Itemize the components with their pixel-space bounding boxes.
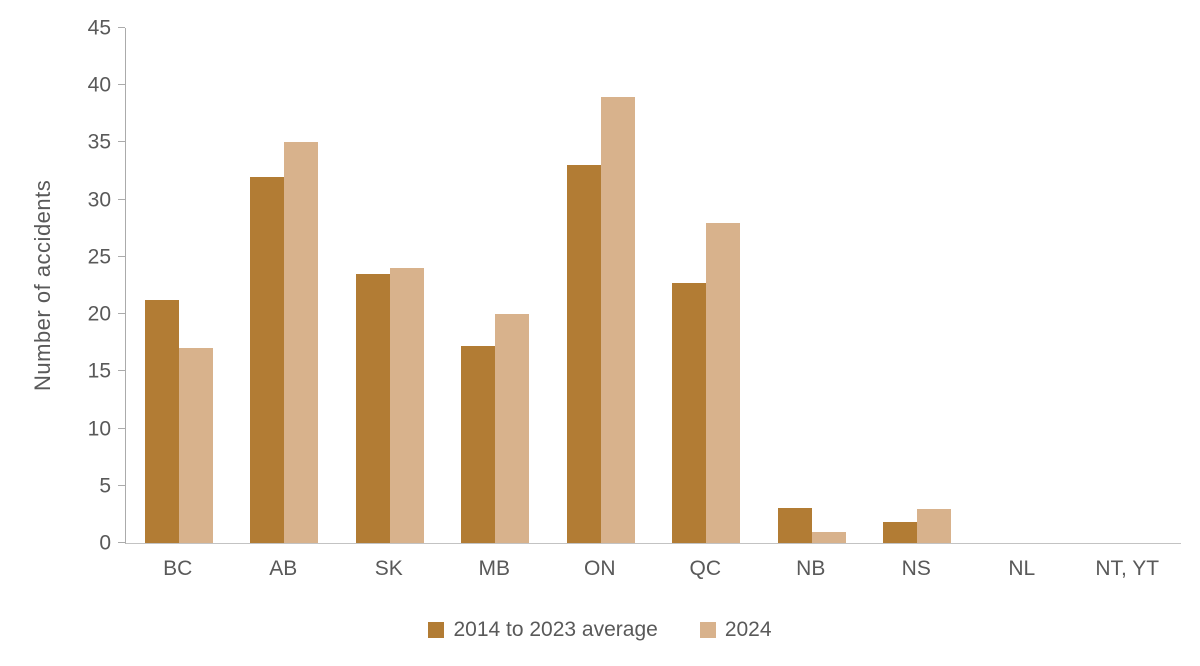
x-axis-label-sk: SK (374, 557, 403, 580)
bar-2014-to-2023-average-qc (672, 283, 707, 543)
bar-group-nb (759, 28, 865, 543)
x-axis-label-qc: QC (689, 557, 722, 580)
bar-2024-nb (811, 531, 846, 543)
y-axis-tick (118, 484, 125, 486)
y-axis-tick-label: 10 (87, 417, 111, 441)
bar-group-on (548, 28, 654, 543)
bar-2024-mb (495, 314, 530, 543)
bar-group-qc (654, 28, 760, 543)
y-axis-tick-label: 30 (87, 188, 111, 212)
y-axis-tick-label: 20 (87, 302, 111, 326)
y-axis-tick (118, 542, 125, 543)
bar-2024-on (600, 96, 635, 543)
y-axis-tick (118, 198, 125, 200)
x-axis-label-nb: NB (796, 557, 826, 580)
y-axis-tick-label: 25 (87, 245, 111, 269)
y-axis-tick-label: 45 (87, 16, 111, 40)
bar-group-sk (337, 28, 443, 543)
plot-area: 0 5 10 15 20 25 30 35 40 45 (88, 18, 1181, 554)
bar-2024-qc (706, 222, 741, 543)
y-axis-tick-label: 40 (87, 73, 111, 97)
bar-groups (126, 28, 1181, 543)
y-axis-tick-label: 15 (87, 359, 111, 383)
x-axis-labels: BC AB SK MB ON QC NB NS NL NT, YT (125, 557, 1180, 581)
bar-2014-to-2023-average-bc (144, 300, 179, 543)
bar-2014-to-2023-average-sk (355, 274, 390, 543)
x-axis-label-ns: NS (901, 557, 931, 580)
y-axis-tick-label: 0 (99, 531, 111, 555)
legend: 2014 to 2023 average 2024 (0, 618, 1200, 642)
bar-2014-to-2023-average-ab (250, 176, 285, 543)
y-axis-tick (118, 27, 125, 28)
y-axis-tick (118, 255, 125, 257)
x-axis-label-nt-yt: NT, YT (1095, 557, 1160, 580)
y-axis-tick (118, 84, 125, 86)
x-axis-label-nl: NL (1008, 557, 1036, 580)
bar-2024-bc (178, 348, 213, 543)
bar-2024-ns (917, 508, 952, 543)
legend-swatch-icon (699, 622, 716, 638)
bar-2014-to-2023-average-nb (777, 507, 812, 543)
y-axis-title: Number of accidents (30, 179, 55, 392)
bar-2014-to-2023-average-ns (883, 522, 918, 543)
legend-swatch-icon (428, 622, 445, 638)
bar-group-bc (126, 28, 232, 543)
y-axis-tick (118, 141, 125, 143)
y-axis-tick-label: 35 (87, 130, 111, 154)
bar-group-ns (865, 28, 971, 543)
bar-2024-sk (389, 268, 424, 543)
bar-group-nl (970, 28, 1076, 543)
bar-group-ab (232, 28, 338, 543)
y-axis-tick (118, 427, 125, 429)
bar-2014-to-2023-average-on (566, 165, 601, 543)
y-axis-tick (118, 313, 125, 315)
legend-item-2014-to-2023-average: 2014 to 2023 average (428, 618, 658, 642)
bar-group-mb (443, 28, 549, 543)
legend-label: 2024 (724, 618, 772, 641)
x-axis-label-ab: AB (269, 557, 298, 580)
y-axis-tick-label: 5 (99, 474, 111, 498)
bar-2014-to-2023-average-mb (461, 346, 496, 543)
x-axis-label-bc: BC (163, 557, 193, 580)
x-axis-label-mb: MB (478, 557, 511, 580)
legend-item-2024: 2024 (699, 618, 772, 642)
x-axis-label-on: ON (584, 557, 616, 580)
bar-2024-ab (284, 142, 319, 543)
y-axis-tick (118, 370, 125, 372)
bar-group-nt-yt (1076, 28, 1182, 543)
legend-label: 2014 to 2023 average (453, 618, 658, 641)
